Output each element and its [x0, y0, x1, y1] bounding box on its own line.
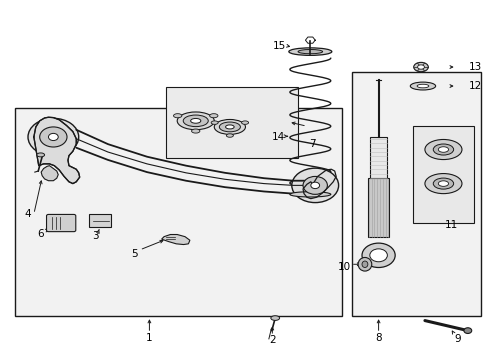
- Ellipse shape: [432, 178, 453, 189]
- Circle shape: [361, 243, 394, 267]
- Ellipse shape: [297, 50, 322, 54]
- Circle shape: [463, 328, 471, 333]
- Ellipse shape: [183, 115, 208, 127]
- Ellipse shape: [37, 153, 44, 157]
- Circle shape: [310, 182, 319, 189]
- Text: 2: 2: [37, 132, 44, 142]
- Ellipse shape: [270, 316, 279, 320]
- Ellipse shape: [361, 261, 367, 267]
- Circle shape: [28, 118, 79, 156]
- Ellipse shape: [432, 144, 453, 155]
- Text: 3: 3: [92, 231, 99, 241]
- Text: 14: 14: [271, 132, 285, 142]
- Text: 13: 13: [468, 62, 481, 72]
- Circle shape: [303, 176, 327, 194]
- Text: 6: 6: [37, 229, 44, 239]
- Text: 9: 9: [454, 333, 461, 343]
- Circle shape: [48, 134, 58, 140]
- Ellipse shape: [417, 65, 424, 69]
- Ellipse shape: [289, 192, 330, 197]
- Bar: [369, 137, 386, 180]
- Ellipse shape: [413, 62, 427, 72]
- Text: 4: 4: [24, 209, 31, 219]
- Bar: [351, 72, 480, 316]
- Bar: [15, 108, 341, 316]
- Ellipse shape: [219, 122, 240, 132]
- Bar: [367, 178, 388, 237]
- Circle shape: [40, 127, 67, 147]
- Text: 1: 1: [146, 333, 152, 343]
- Polygon shape: [41, 166, 58, 181]
- Ellipse shape: [173, 114, 182, 118]
- Bar: [166, 87, 298, 158]
- Ellipse shape: [416, 84, 428, 88]
- Ellipse shape: [209, 114, 218, 118]
- Ellipse shape: [357, 257, 371, 271]
- Circle shape: [291, 168, 338, 203]
- Text: 5: 5: [131, 248, 138, 258]
- Ellipse shape: [424, 139, 461, 159]
- Ellipse shape: [241, 121, 248, 124]
- Ellipse shape: [214, 120, 245, 134]
- Ellipse shape: [225, 125, 234, 129]
- Text: 11: 11: [444, 220, 457, 230]
- Ellipse shape: [437, 181, 447, 186]
- Text: 8: 8: [374, 333, 381, 343]
- Ellipse shape: [190, 118, 201, 123]
- Bar: [89, 215, 111, 226]
- Ellipse shape: [211, 121, 218, 124]
- Text: 2: 2: [268, 335, 275, 345]
- Text: 7: 7: [309, 139, 315, 149]
- Ellipse shape: [409, 82, 435, 90]
- Text: 15: 15: [272, 41, 285, 51]
- Text: 10: 10: [337, 262, 350, 272]
- Ellipse shape: [437, 147, 447, 152]
- Ellipse shape: [288, 48, 331, 55]
- FancyBboxPatch shape: [46, 215, 76, 231]
- Circle shape: [369, 249, 386, 262]
- Ellipse shape: [191, 129, 200, 133]
- Polygon shape: [161, 234, 189, 244]
- Text: 12: 12: [468, 81, 481, 91]
- Polygon shape: [34, 117, 80, 184]
- Ellipse shape: [226, 134, 233, 137]
- Ellipse shape: [177, 112, 214, 130]
- Bar: [412, 126, 473, 223]
- Ellipse shape: [424, 174, 461, 194]
